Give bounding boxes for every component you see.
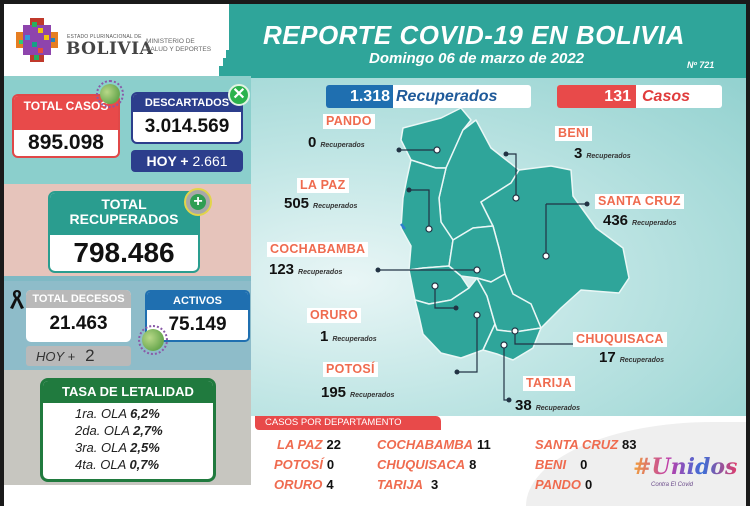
dept-value-la-paz: 505 Recuperados	[284, 195, 358, 212]
case-item: SANTA CRUZ 83	[535, 437, 637, 452]
recovered-panel: TOTAL RECUPERADOS 798.486 +	[4, 184, 251, 276]
divider	[4, 276, 251, 281]
lake-titicaca	[400, 223, 406, 230]
deaths-active-panel: TOTAL DECESOS 21.463 HOY + 2 ACTIVOS 75.1…	[4, 281, 251, 370]
close-x-icon: ✕	[228, 84, 250, 106]
discarded-label: DESCARTADOS	[133, 94, 241, 112]
ministry-name: MINISTERIO DE SALUD Y DEPORTES	[146, 38, 211, 54]
logo-country: BOLIVIA	[66, 39, 154, 59]
lethality-row: 3ra. OLA 2,5%	[75, 440, 160, 455]
lethality-row: 2da. OLA 2,7%	[75, 423, 163, 438]
dept-label-santa-cruz: SANTA CRUZ	[595, 194, 684, 209]
discarded-card: DESCARTADOS 3.014.569	[131, 92, 243, 144]
case-item: LA PAZ 22	[277, 437, 341, 452]
lethality-row: 1ra. OLA 6,2%	[75, 406, 160, 421]
ministry-line-1: MINISTERIO DE	[146, 38, 195, 45]
total-deaths-value: 21.463	[49, 313, 108, 334]
divider	[4, 76, 251, 80]
dept-value-oruro: 1 Recuperados	[320, 328, 377, 345]
dept-label-cochabamba: COCHABAMBA	[267, 242, 369, 257]
bolivia-map	[375, 107, 630, 403]
dept-value-pando: 0 Recuperados	[308, 134, 365, 151]
chakana-logo-icon	[16, 18, 58, 62]
case-item: BENI 0	[535, 457, 588, 472]
cases-by-department-title: CASOS POR DEPARTAMENTO	[255, 416, 441, 430]
map-region-tarija	[482, 323, 542, 361]
plus-icon: +	[184, 188, 212, 216]
header-bar: REPORTE COVID-19 EN BOLIVIA Domingo 06 d…	[251, 4, 746, 78]
dept-label-pando: PANDO	[323, 114, 375, 129]
dept-label-beni: BENI	[555, 126, 593, 141]
case-item: CHUQUISACA 8	[377, 457, 477, 472]
dept-value-beni: 3 Recuperados	[574, 145, 631, 162]
report-title: REPORTE COVID-19 EN BOLIVIA	[263, 20, 685, 50]
cases-panel: TOTAL CASOS 895.098 DESCARTADOS 3.014.56…	[4, 80, 251, 184]
discarded-today-label: HOY +	[146, 153, 189, 169]
active-cases-label: ACTIVOS	[147, 292, 248, 310]
total-recovered-label: TOTAL RECUPERADOS	[50, 193, 198, 235]
total-recovered-value: 798.486	[73, 237, 175, 268]
ministry-line-2: SALUD Y DEPORTES	[146, 46, 212, 53]
report-date: Domingo 06 de marzo de 2022	[369, 50, 585, 67]
dept-value-cochabamba: 123 Recuperados	[269, 261, 343, 278]
logo-bar: ESTADO PLURINACIONAL DE BOLIVIA MINISTER…	[4, 4, 251, 76]
dept-label-oruro: ORURO	[307, 308, 362, 323]
total-recovered-card: TOTAL RECUPERADOS 798.486	[48, 191, 200, 273]
case-item: COCHABAMBA 11	[377, 437, 491, 452]
logo-small-text: ESTADO PLURINACIONAL DE	[67, 34, 142, 40]
dept-label-chuquisaca: CHUQUISACA	[573, 332, 667, 347]
daily-cases-badge: 131 Casos	[557, 85, 722, 108]
daily-recovered-label: Recuperados	[396, 88, 498, 105]
dept-value-chuquisaca: 17 Recuperados	[599, 349, 665, 366]
unidos-campaign-logo: #Unidos	[633, 454, 738, 480]
virus-icon	[138, 325, 168, 355]
daily-cases-label: Casos	[642, 88, 691, 105]
dept-value-tarija: 38 Recuperados	[515, 397, 581, 414]
discarded-today: HOY + 2.661	[131, 150, 243, 172]
right-column: REPORTE COVID-19 EN BOLIVIA Domingo 06 d…	[251, 4, 746, 506]
dept-label-la-paz: LA PAZ	[297, 178, 349, 193]
discarded-value: 3.014.569	[144, 116, 230, 137]
daily-recovered-badge: 1.318 Recuperados	[326, 85, 531, 108]
daily-cases-value: 131	[557, 85, 636, 108]
steps-decoration	[219, 4, 251, 76]
mourning-ribbon-icon	[10, 290, 24, 309]
dept-label-potosi: POTOSÍ	[323, 362, 378, 377]
lethality-card: TASA DE LETALIDAD 1ra. OLA 6,2% 2da. OLA…	[40, 378, 216, 482]
deaths-today: HOY + 2	[26, 346, 131, 366]
discarded-today-value: 2.661	[192, 153, 228, 169]
case-item: TARIJA 3	[377, 477, 439, 492]
deaths-today-label: HOY +	[36, 349, 76, 364]
footer-blank	[4, 485, 251, 506]
active-cases-value: 75.149	[168, 314, 227, 335]
virus-icon	[96, 80, 124, 108]
lethality-title: TASA DE LETALIDAD	[43, 381, 213, 403]
lethality-panel: TASA DE LETALIDAD 1ra. OLA 6,2% 2da. OLA…	[4, 370, 251, 485]
deaths-today-value: 2	[85, 346, 95, 365]
active-cases-card: ACTIVOS 75.149	[145, 290, 250, 342]
case-item: POTOSÍ 0	[274, 457, 335, 472]
report-number: Nº 721	[687, 60, 715, 70]
case-item: ORURO 4	[274, 477, 334, 492]
dept-value-potosi: 195 Recuperados	[321, 384, 395, 401]
lethality-row: 4ta. OLA 0,7%	[75, 457, 160, 472]
total-cases-value: 895.098	[28, 131, 104, 154]
dept-label-tarija: TARIJA	[523, 376, 576, 391]
total-deaths-label: TOTAL DECESOS	[26, 290, 131, 308]
total-deaths-card: TOTAL DECESOS 21.463	[26, 290, 131, 342]
daily-recovered-value: 1.318	[326, 85, 393, 108]
cases-by-department: CASOS POR DEPARTAMENTO LA PAZ 22 POTOSÍ 0 …	[251, 416, 746, 506]
left-column: ESTADO PLURINACIONAL DE BOLIVIA MINISTER…	[4, 4, 251, 506]
unidos-campaign-subtitle: Contra El Covid	[651, 482, 694, 488]
case-item: PANDO 0	[535, 477, 593, 492]
infographic: ESTADO PLURINACIONAL DE BOLIVIA MINISTER…	[4, 4, 746, 506]
dept-value-santa-cruz: 436 Recuperados	[603, 212, 677, 229]
